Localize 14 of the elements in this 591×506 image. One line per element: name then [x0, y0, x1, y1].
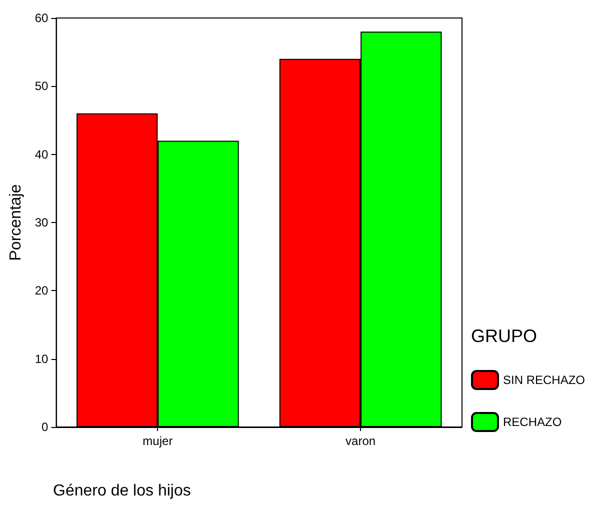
x-tick-label: mujer	[142, 434, 173, 448]
y-tick-label: 40	[34, 147, 49, 162]
x-tick-label: varon	[346, 434, 376, 448]
y-tick-label: 10	[34, 352, 49, 366]
y-tick-label: 50	[34, 79, 49, 94]
y-tick-label: 60	[34, 11, 49, 25]
legend-label: SIN RECHAZO	[503, 373, 586, 387]
y-tick-label: 30	[34, 216, 49, 230]
y-tick-label: 0	[42, 420, 49, 434]
y-axis-title: Porcentaje	[8, 184, 24, 261]
x-axis-title: Género de los hijos	[53, 482, 191, 500]
legend-label: RECHAZO	[503, 415, 562, 429]
y-tick-label: 20	[34, 284, 49, 298]
legend-title: GRUPO	[471, 326, 538, 346]
